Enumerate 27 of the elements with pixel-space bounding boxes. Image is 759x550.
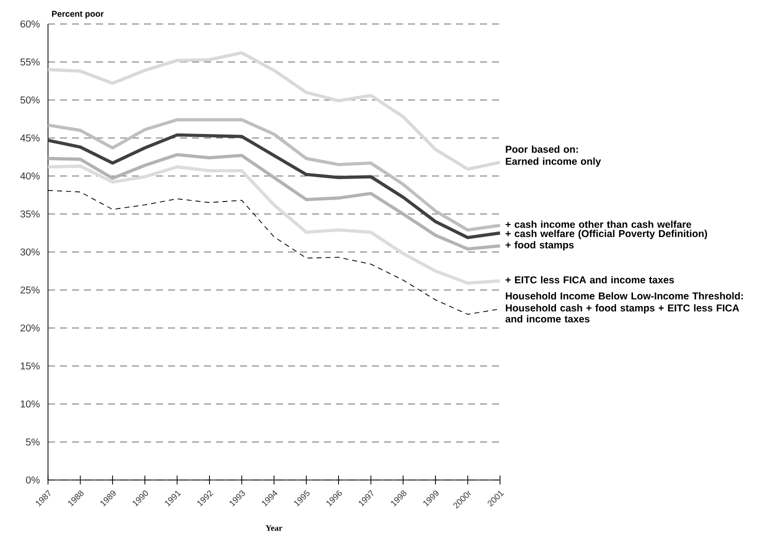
y-tick-label: 35%: [20, 210, 40, 218]
line-series: [46, 164, 502, 285]
y-tick-label: 5%: [26, 438, 40, 446]
text: Household Income Below Low-Income Threshold:: [506, 292, 743, 300]
line-series: [46, 51, 502, 171]
y-tick-label: 30%: [20, 248, 40, 256]
series-label: Earned income only: [506, 158, 601, 167]
x-axis-title: Year: [266, 525, 282, 531]
text: Poor based on:: [506, 146, 578, 153]
series-label: Household cash + food stamps + EITC less FICA and income taxes: [506, 304, 740, 322]
y-tick-label: 55%: [20, 58, 40, 66]
y-tick-label: 10%: [20, 400, 40, 408]
y-tick-label: 45%: [20, 134, 40, 142]
y-axis-title: Percent poor: [52, 10, 104, 18]
y-tick-label: 25%: [20, 286, 40, 294]
line-series: [46, 153, 502, 251]
line-series: [46, 133, 502, 240]
series-label: + EITC less FICA and income taxes: [506, 276, 674, 284]
series-label: + cash welfare (Official Poverty Definition): [506, 230, 708, 240]
y-tick-label: 40%: [20, 172, 40, 180]
y-tick-label: 0%: [26, 476, 40, 484]
y-tick-label: 60%: [20, 20, 40, 28]
y-tick-label: 50%: [20, 96, 40, 104]
y-tick-label: 20%: [20, 324, 40, 332]
y-tick-label: 15%: [20, 362, 40, 370]
series-label: + cash income other than cash welfare: [506, 220, 692, 228]
series-label: + food stamps: [506, 241, 574, 250]
